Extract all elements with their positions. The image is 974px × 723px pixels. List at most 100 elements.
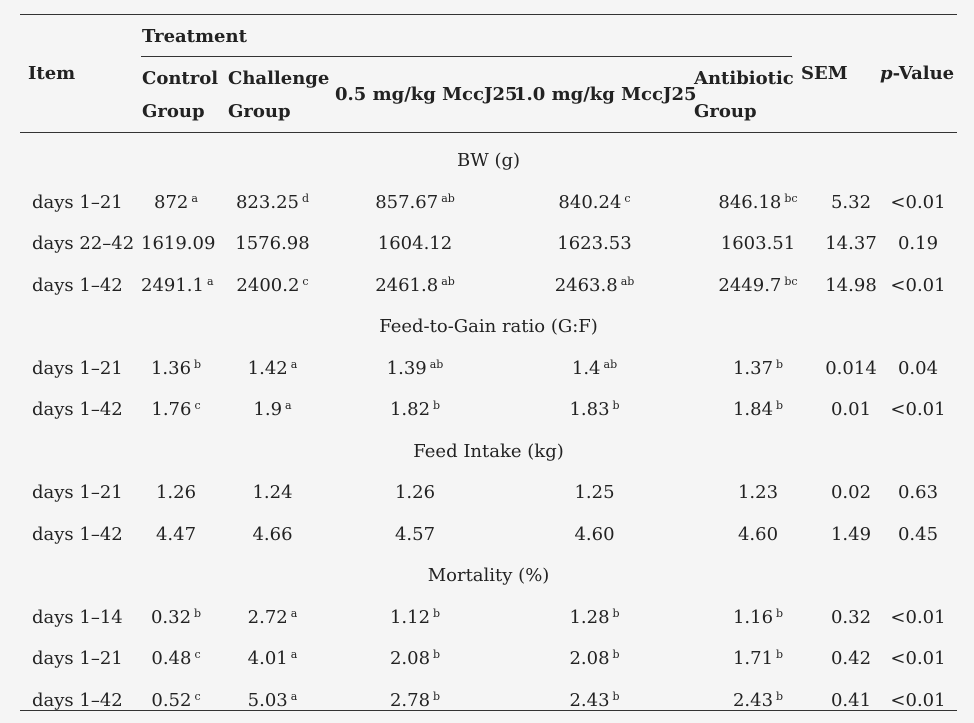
- cell-value: 2461.8: [375, 274, 439, 296]
- significance-letter: a: [285, 399, 292, 413]
- significance-letter: ab: [603, 357, 618, 371]
- cell-control: 1.26: [141, 472, 211, 514]
- significance-letter: b: [776, 357, 784, 371]
- cell-value: 4.60: [574, 523, 615, 545]
- cell-mcc10: 2.08 b: [496, 638, 693, 680]
- cell-value: 2463.8: [554, 274, 618, 296]
- cell-value: 1.71: [732, 648, 774, 670]
- significance-letter: b: [612, 689, 620, 703]
- cell-challenge: 1576.98: [211, 223, 334, 265]
- row-item-label: days 1–42: [32, 523, 123, 545]
- cell-antibiotic: 1.37 b: [693, 348, 823, 390]
- cell-value: 2.08: [389, 648, 431, 670]
- cell-value: 1.16: [732, 606, 774, 628]
- cell-value: 1619.09: [141, 233, 216, 255]
- cell-value: 857.67: [375, 191, 439, 213]
- cell-control: 2491.1 a: [141, 265, 214, 307]
- cell-antibiotic: 1.84 b: [693, 389, 823, 431]
- significance-letter: b: [433, 648, 441, 662]
- significance-letter: b: [612, 648, 620, 662]
- cell-value: 1.76: [151, 399, 192, 421]
- cell-value: 1.37: [732, 357, 774, 379]
- header-sem: SEM: [801, 63, 848, 84]
- header-antibiotic-line2: Group: [694, 101, 757, 122]
- cell-mcc10: 840.24 c: [496, 182, 693, 224]
- row-item-label: days 1–42: [32, 399, 123, 421]
- significance-letter: b: [612, 606, 620, 620]
- cell-control: 0.52 c: [141, 680, 211, 722]
- cell-antibiotic: 2.43 b: [693, 680, 823, 722]
- cell-sem: 0.32: [830, 606, 872, 628]
- cell-control: 1.36 b: [141, 348, 211, 390]
- significance-letter: a: [206, 274, 214, 288]
- significance-letter: b: [433, 606, 441, 620]
- top-rule: [20, 14, 957, 15]
- header-control-line2: Group: [142, 101, 205, 122]
- cell-value: 2491.1: [141, 274, 204, 296]
- cell-p-value: 0.19: [897, 233, 939, 255]
- cell-value: 1.82: [389, 399, 431, 421]
- cell-value: 1.24: [252, 482, 293, 504]
- cell-sem: 14.37: [825, 233, 877, 255]
- table-row: days 1–42 0.52 c 5.03 a 2.78 b 2.43 b 2.43 b 0.41 <0…: [20, 680, 957, 722]
- significance-letter: ab: [441, 191, 455, 205]
- cell-challenge: 1.42 a: [211, 348, 334, 390]
- cell-challenge: 1.24: [211, 472, 334, 514]
- row-item-label: days 1–21: [32, 648, 123, 670]
- cell-value: 2.78: [389, 689, 431, 711]
- header-p-italic: p: [880, 63, 893, 84]
- table-row: days 1–42 1.76 c 1.9 a 1.82 b 1.83 b 1.84 b 0.01 <0.…: [20, 389, 957, 431]
- table-rows: BW (g) days 1–21 872 a 823.25 d 857.67 ab 840.24…: [20, 140, 957, 721]
- significance-letter: d: [301, 191, 310, 205]
- significance-letter: bc: [784, 191, 798, 205]
- header-p-rest: -Value: [892, 63, 955, 84]
- cell-control: 4.47: [141, 514, 211, 556]
- cell-value: 5.03: [247, 689, 288, 711]
- cell-p-value: <0.01: [890, 274, 946, 296]
- significance-letter: a: [290, 689, 298, 703]
- cell-control: 872 a: [141, 182, 211, 224]
- header-treatment: Treatment: [142, 26, 247, 47]
- row-item-label: days 1–21: [32, 357, 123, 379]
- significance-letter: c: [194, 689, 201, 703]
- significance-letter: bc: [784, 274, 798, 288]
- cell-sem: 0.01: [830, 399, 872, 421]
- section-row: BW (g): [20, 140, 957, 182]
- row-item-label: days 1–42: [32, 689, 123, 711]
- table-row: days 1–21 1.26 1.24 1.26 1.25 1.23 0.02 0.63: [20, 472, 957, 514]
- significance-letter: a: [290, 357, 298, 371]
- cell-value: 1576.98: [235, 233, 310, 255]
- header-challenge-line2: Group: [228, 101, 291, 122]
- significance-letter: a: [290, 648, 298, 662]
- cell-mcc05: 1.82 b: [334, 389, 496, 431]
- cell-p-value: 0.63: [897, 482, 939, 504]
- cell-value: 4.47: [155, 523, 197, 545]
- cell-value: 2.72: [247, 606, 288, 628]
- cell-mcc10: 2463.8 ab: [496, 265, 693, 307]
- table-row: days 1–21 872 a 823.25 d 857.67 ab 840.24 c 846.1…: [20, 182, 957, 224]
- cell-mcc05: 1.26: [334, 472, 496, 514]
- row-item-label: days 1–21: [32, 191, 123, 213]
- cell-value: 1.36: [150, 357, 192, 379]
- cell-sem: 5.32: [830, 191, 872, 213]
- cell-p-value: 0.04: [897, 357, 939, 379]
- cell-value: 1.83: [569, 399, 610, 421]
- cell-value: 1623.53: [557, 233, 632, 255]
- cell-value: 4.57: [394, 523, 436, 545]
- significance-letter: b: [433, 689, 441, 703]
- cell-p-value: <0.01: [890, 606, 946, 628]
- cell-control: 0.32 b: [141, 597, 211, 639]
- cell-sem: 14.98: [825, 274, 877, 296]
- significance-letter: ab: [620, 274, 635, 288]
- significance-letter: c: [194, 399, 201, 413]
- cell-value: 1.23: [737, 482, 779, 504]
- cell-antibiotic: 846.18 bc: [693, 182, 823, 224]
- significance-letter: c: [624, 191, 631, 205]
- cell-value: 1604.12: [377, 233, 453, 255]
- cell-value: 4.66: [252, 523, 293, 545]
- significance-letter: a: [290, 606, 298, 620]
- table-row: days 1–21 1.36 b 1.42 a 1.39 ab 1.4 ab 1.37 b 0.014…: [20, 348, 957, 390]
- cell-value: 0.32: [150, 606, 192, 628]
- cell-antibiotic: 4.60: [693, 514, 823, 556]
- row-item-label: days 1–42: [32, 274, 123, 296]
